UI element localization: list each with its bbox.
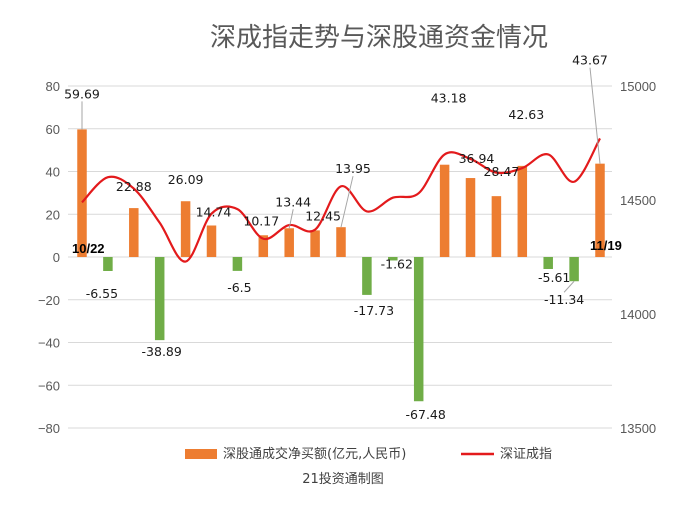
label-leader bbox=[563, 280, 575, 293]
bar bbox=[362, 257, 372, 295]
left-tick-label: 60 bbox=[46, 122, 60, 137]
bar bbox=[129, 208, 139, 257]
left-axis: 80 60 40 20 0 −20 −40 −60 −80 bbox=[38, 79, 60, 436]
bar bbox=[569, 257, 579, 282]
chart-title: 深成指走势与深股通资金情况 bbox=[210, 23, 548, 53]
end-date-label: 11/19 bbox=[590, 238, 622, 253]
bar bbox=[232, 257, 243, 271]
label-leader bbox=[288, 209, 294, 229]
data-labels: 59.69 -6.55 22.88 -38.89 26.09 14.74 -6.5 10.17… bbox=[64, 53, 608, 423]
bar bbox=[310, 230, 320, 257]
data-label: 14.74 bbox=[196, 204, 232, 219]
data-label: -38.89 bbox=[142, 344, 182, 359]
data-label: 13.44 bbox=[275, 194, 311, 209]
data-label: -6.55 bbox=[86, 286, 118, 301]
data-label: 43.18 bbox=[431, 91, 467, 106]
left-tick-label: 0 bbox=[53, 250, 60, 265]
bar bbox=[284, 228, 294, 257]
data-label: 22.88 bbox=[116, 179, 152, 194]
data-label: 43.67 bbox=[572, 53, 608, 68]
start-date-label: 10/22 bbox=[72, 241, 105, 256]
bar bbox=[439, 164, 450, 257]
data-label: 42.63 bbox=[508, 107, 544, 122]
data-label: 10.17 bbox=[243, 213, 279, 228]
data-label: 12.45 bbox=[305, 208, 341, 223]
legend-bar-label: 深股通成交净买额(亿元,人民币) bbox=[223, 446, 406, 462]
legend: 深股通成交净买额(亿元,人民币) 深证成指 bbox=[185, 446, 552, 462]
line-path bbox=[81, 137, 601, 263]
line-series bbox=[81, 137, 601, 263]
bar bbox=[595, 163, 605, 257]
bar bbox=[491, 196, 502, 257]
right-tick-label: 14000 bbox=[620, 307, 656, 322]
data-label: -6.5 bbox=[227, 280, 251, 295]
left-tick-label: 40 bbox=[46, 165, 60, 180]
bar bbox=[180, 201, 191, 257]
bar bbox=[336, 227, 346, 257]
bar bbox=[413, 257, 424, 402]
left-tick-label: −60 bbox=[38, 378, 60, 393]
label-leader bbox=[340, 176, 354, 228]
legend-line-label: 深证成指 bbox=[500, 447, 552, 462]
left-tick-label: −40 bbox=[38, 336, 60, 351]
data-label: -1.62 bbox=[381, 256, 413, 271]
bar bbox=[465, 178, 476, 257]
bar-series bbox=[77, 129, 605, 402]
source-note: 21投资通制图 bbox=[302, 471, 384, 487]
right-axis: 15000 14500 14000 13500 bbox=[620, 79, 656, 436]
bar bbox=[543, 257, 553, 269]
data-label: -5.61 bbox=[538, 270, 570, 285]
bar bbox=[103, 257, 113, 272]
bar bbox=[517, 165, 528, 257]
data-label: -67.48 bbox=[406, 407, 446, 422]
data-label: 13.95 bbox=[335, 161, 371, 176]
data-label: -17.73 bbox=[354, 303, 394, 318]
data-label: -11.34 bbox=[544, 292, 584, 307]
data-label: 28.47 bbox=[484, 164, 520, 179]
label-leader bbox=[589, 67, 601, 164]
right-tick-label: 14500 bbox=[620, 193, 656, 208]
bar bbox=[388, 257, 398, 261]
legend-bar-swatch bbox=[185, 449, 217, 459]
data-label: 36.94 bbox=[459, 151, 495, 166]
bar bbox=[258, 235, 269, 257]
left-tick-label: 20 bbox=[46, 207, 60, 222]
left-tick-label: −80 bbox=[38, 421, 60, 436]
left-tick-label: −20 bbox=[38, 293, 60, 308]
bar bbox=[206, 225, 217, 257]
bar bbox=[154, 257, 165, 341]
right-tick-label: 15000 bbox=[620, 79, 656, 94]
data-label: 26.09 bbox=[168, 172, 204, 187]
left-tick-label: 80 bbox=[46, 79, 60, 94]
right-tick-label: 13500 bbox=[620, 421, 656, 436]
data-label: 59.69 bbox=[64, 86, 100, 101]
bar bbox=[77, 129, 87, 257]
